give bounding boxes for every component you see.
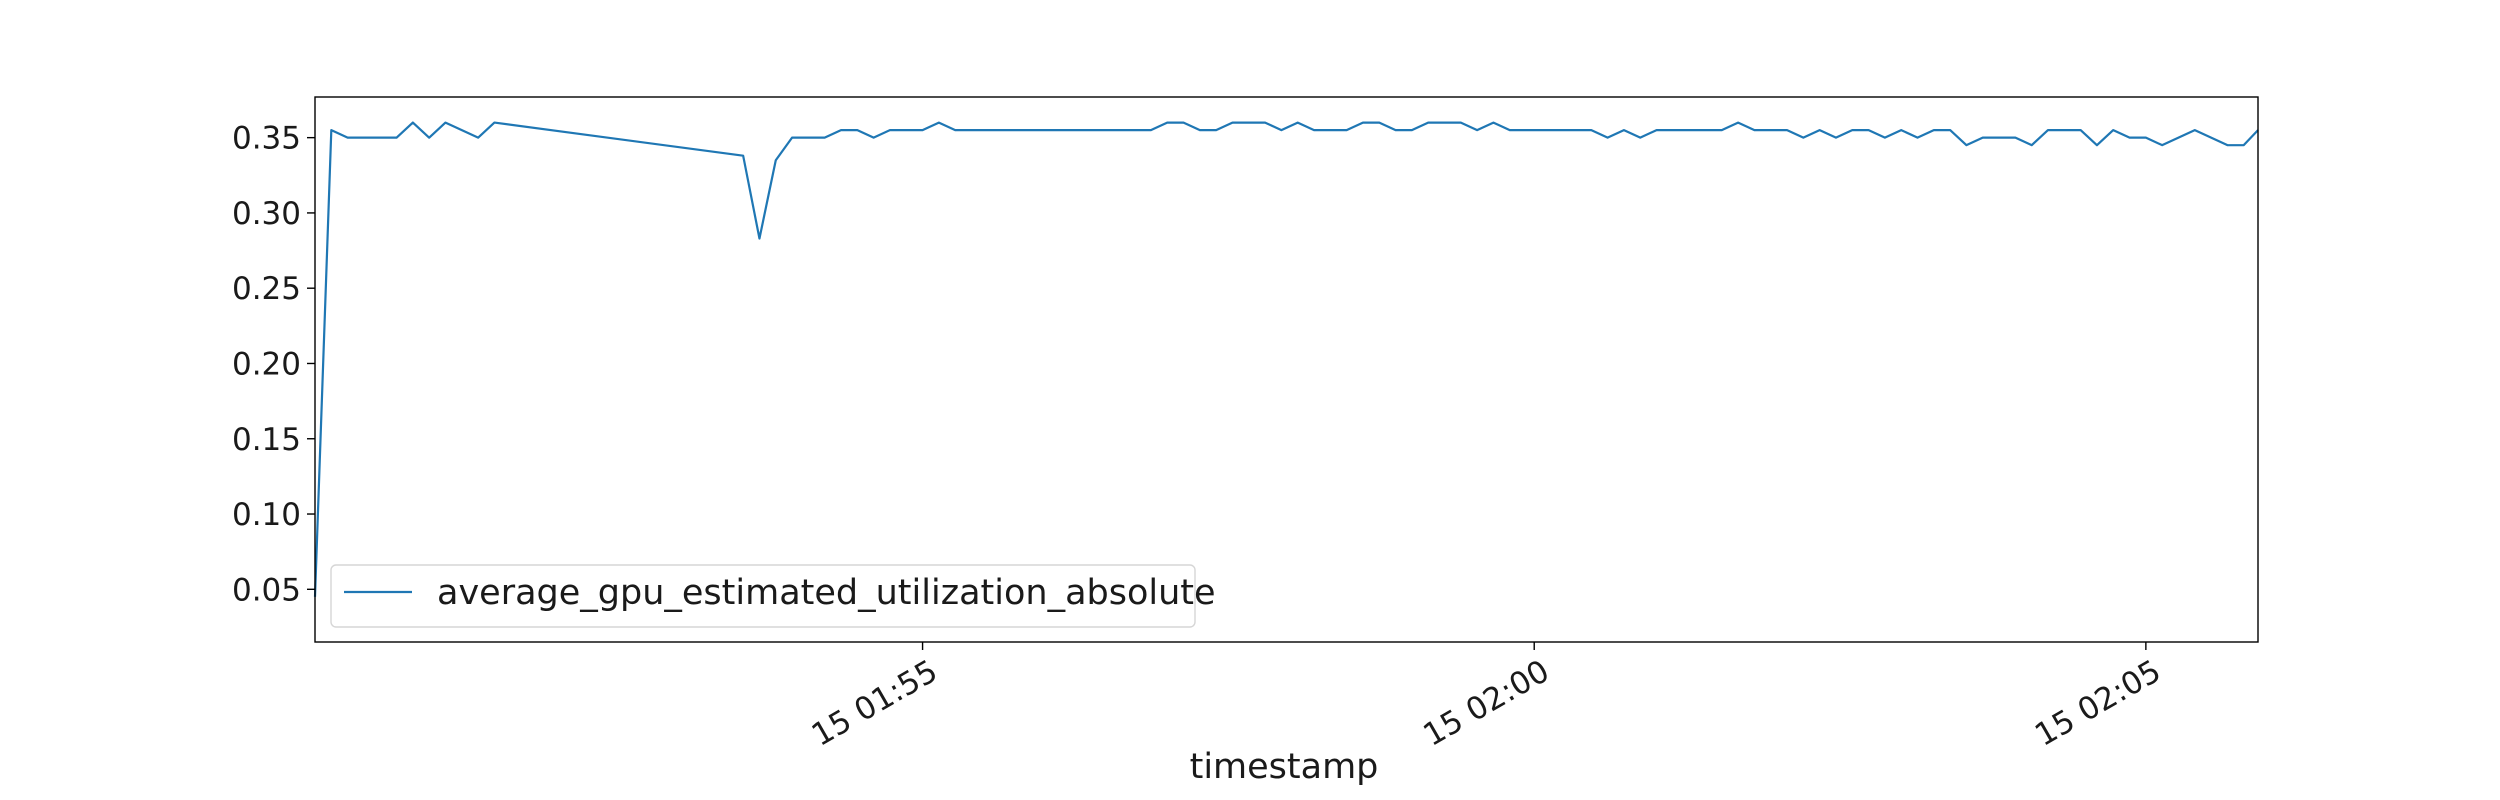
x-axis: 15 01:55 15 02:00 15 02:05 bbox=[806, 642, 2167, 754]
plot-frame bbox=[314, 96, 2259, 643]
x-tick-label: 15 02:00 bbox=[1417, 653, 1555, 753]
y-tick-label: 0.30 bbox=[232, 196, 301, 232]
x-tick-label: 15 02:05 bbox=[2029, 653, 2167, 753]
y-tick-label: 0.25 bbox=[232, 271, 301, 307]
x-axis-title: timestamp bbox=[1190, 747, 1379, 787]
y-tick-label: 0.20 bbox=[232, 346, 301, 382]
x-tick-label: 15 01:55 bbox=[806, 653, 944, 753]
legend: average_gpu_estimated_utilization_absolu… bbox=[330, 564, 1216, 628]
legend-label: average_gpu_estimated_utilization_absolu… bbox=[437, 573, 1216, 613]
y-axis: 0.05 0.10 0.15 0.20 0.25 0.30 0.35 bbox=[232, 121, 315, 608]
y-tick-label: 0.10 bbox=[232, 497, 301, 533]
y-tick-label: 0.05 bbox=[232, 572, 301, 608]
legend-box bbox=[330, 564, 1196, 628]
plot-area bbox=[313, 96, 2259, 643]
y-tick-label: 0.15 bbox=[232, 422, 301, 458]
series-line-0 bbox=[313, 121, 2259, 597]
y-tick-label: 0.35 bbox=[232, 121, 301, 157]
